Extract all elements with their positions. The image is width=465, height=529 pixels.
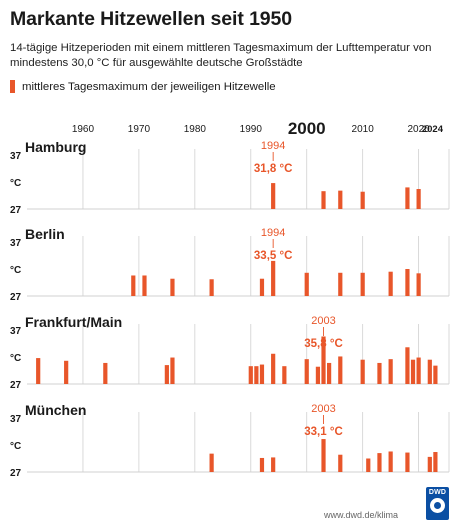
- bar-Frankfurt/Main-2004: [327, 362, 332, 384]
- bar-Frankfurt/Main-2018: [405, 347, 410, 384]
- y-tick-unit-Berlin: °C: [10, 265, 21, 276]
- bar-Berlin-2010: [360, 272, 365, 296]
- bar-Frankfurt/Main-2006: [338, 356, 343, 384]
- peak-year-Frankfurt/Main: 2003: [311, 315, 335, 327]
- city-label-Frankfurt/Main: Frankfurt/Main: [25, 314, 122, 330]
- bar-München-2011: [366, 458, 371, 472]
- x-tick-label-2010: 2010: [352, 124, 375, 135]
- bar-München-2018: [405, 452, 410, 472]
- peak-value-Hamburg: 31,8 °C: [254, 163, 292, 175]
- bar-Frankfurt/Main-1990: [248, 366, 253, 384]
- bar-Frankfurt/Main-1952: [36, 358, 41, 384]
- bar-Hamburg-2006: [338, 190, 343, 209]
- dwd-logo-icon: [430, 498, 445, 513]
- bar-Frankfurt/Main-2000: [304, 359, 309, 384]
- bar-Frankfurt/Main-2015: [388, 359, 393, 384]
- y-tick-27-Berlin: 27: [10, 292, 22, 303]
- bar-Frankfurt/Main-1996: [282, 366, 287, 384]
- bar-München-1983: [209, 453, 214, 472]
- bar-München-1992: [259, 457, 265, 472]
- bar-Frankfurt/Main-1964: [103, 362, 108, 384]
- bar-Hamburg-1994: [271, 183, 276, 209]
- x-tick-label-2024: 2024: [422, 124, 444, 135]
- bar-Berlin-2020: [416, 273, 421, 296]
- peak-value-Frankfurt/Main: 35,8 °C: [304, 338, 342, 350]
- bar-München-2023: [433, 452, 438, 472]
- bar-München-2022: [427, 456, 432, 472]
- bar-Berlin-1994: [271, 260, 276, 296]
- bar-Frankfurt/Main-2013: [377, 362, 382, 384]
- bar-Berlin-2015: [388, 271, 393, 296]
- peak-year-München: 2003: [311, 403, 335, 415]
- bar-München-2013: [377, 453, 382, 472]
- chart-title: Markante Hitzewellen seit 1950: [10, 8, 293, 30]
- city-label-Hamburg: Hamburg: [25, 139, 86, 155]
- bar-Berlin-2018: [405, 269, 410, 296]
- bar-Frankfurt/Main-2020: [416, 357, 421, 384]
- bar-Frankfurt/Main-1994: [271, 353, 276, 384]
- y-tick-37-Frankfurt/Main: 37: [10, 326, 22, 337]
- bar-Frankfurt/Main-1976: [170, 357, 175, 384]
- legend-swatch: [10, 80, 15, 93]
- bar-Frankfurt/Main-2010: [360, 359, 365, 384]
- y-tick-37-München: 37: [10, 414, 22, 425]
- y-tick-27-München: 27: [10, 468, 22, 479]
- legend: mittleres Tagesmaximum der jeweiligen Hi…: [10, 80, 276, 93]
- bar-Hamburg-2003: [321, 191, 326, 209]
- x-tick-label-1960: 1960: [72, 124, 95, 135]
- bar-Berlin-1969: [131, 275, 136, 296]
- bar-Frankfurt/Main-2023: [433, 365, 438, 384]
- bar-Hamburg-2020: [416, 189, 421, 209]
- y-tick-unit-München: °C: [10, 441, 21, 452]
- bar-Berlin-1983: [209, 279, 214, 296]
- x-tick-label-2000: 2000: [288, 119, 326, 138]
- peak-value-München: 33,1 °C: [304, 426, 342, 438]
- x-tick-label-2020: 2020: [407, 124, 430, 135]
- peak-year-Hamburg: 1994: [261, 140, 285, 152]
- logo-text: DWD: [428, 489, 447, 496]
- city-label-Berlin: Berlin: [25, 226, 65, 242]
- bar-Berlin-1976: [170, 278, 175, 296]
- city-label-München: München: [25, 402, 86, 418]
- y-tick-37-Hamburg: 37: [10, 151, 22, 162]
- x-tick-label-1970: 1970: [128, 124, 151, 135]
- bar-Hamburg-2010: [360, 191, 365, 209]
- bar-Frankfurt/Main-1957: [64, 360, 69, 384]
- bar-München-2015: [388, 451, 393, 472]
- source-link[interactable]: www.dwd.de/klima: [324, 510, 399, 520]
- bar-Berlin-2000: [304, 272, 309, 296]
- bar-Frankfurt/Main-2019: [410, 359, 416, 384]
- x-tick-label-1980: 1980: [184, 124, 207, 135]
- bar-München-2003: [321, 439, 326, 472]
- bar-Berlin-1971: [142, 275, 147, 296]
- bar-München-1994: [271, 457, 276, 472]
- chart-subtitle: 14-tägige Hitzeperioden mit einem mittle…: [10, 42, 432, 69]
- bar-Hamburg-2018: [405, 187, 410, 209]
- bar-München-2006: [338, 454, 343, 472]
- x-tick-label-1990: 1990: [240, 124, 263, 135]
- bar-Berlin-1992: [259, 278, 265, 296]
- bar-Frankfurt/Main-1992: [259, 364, 265, 384]
- legend-label: mittleres Tagesmaximum der jeweiligen Hi…: [22, 80, 276, 93]
- y-tick-27-Frankfurt/Main: 27: [10, 380, 22, 391]
- peak-year-Berlin: 1994: [261, 227, 285, 239]
- bar-Berlin-2006: [338, 272, 343, 296]
- bar-Frankfurt/Main-2002: [315, 366, 321, 384]
- y-tick-37-Berlin: 37: [10, 238, 22, 249]
- y-tick-unit-Frankfurt/Main: °C: [10, 353, 21, 364]
- y-tick-27-Hamburg: 27: [10, 205, 22, 216]
- bar-Frankfurt/Main-2022: [427, 359, 432, 384]
- bar-Frankfurt/Main-1991: [254, 366, 259, 384]
- bar-Frankfurt/Main-1975: [164, 365, 169, 384]
- peak-value-Berlin: 33,5 °C: [254, 250, 292, 262]
- dwd-logo[interactable]: DWD: [426, 487, 449, 520]
- y-tick-unit-Hamburg: °C: [10, 178, 21, 189]
- bar-Frankfurt/Main-2003: [321, 336, 326, 384]
